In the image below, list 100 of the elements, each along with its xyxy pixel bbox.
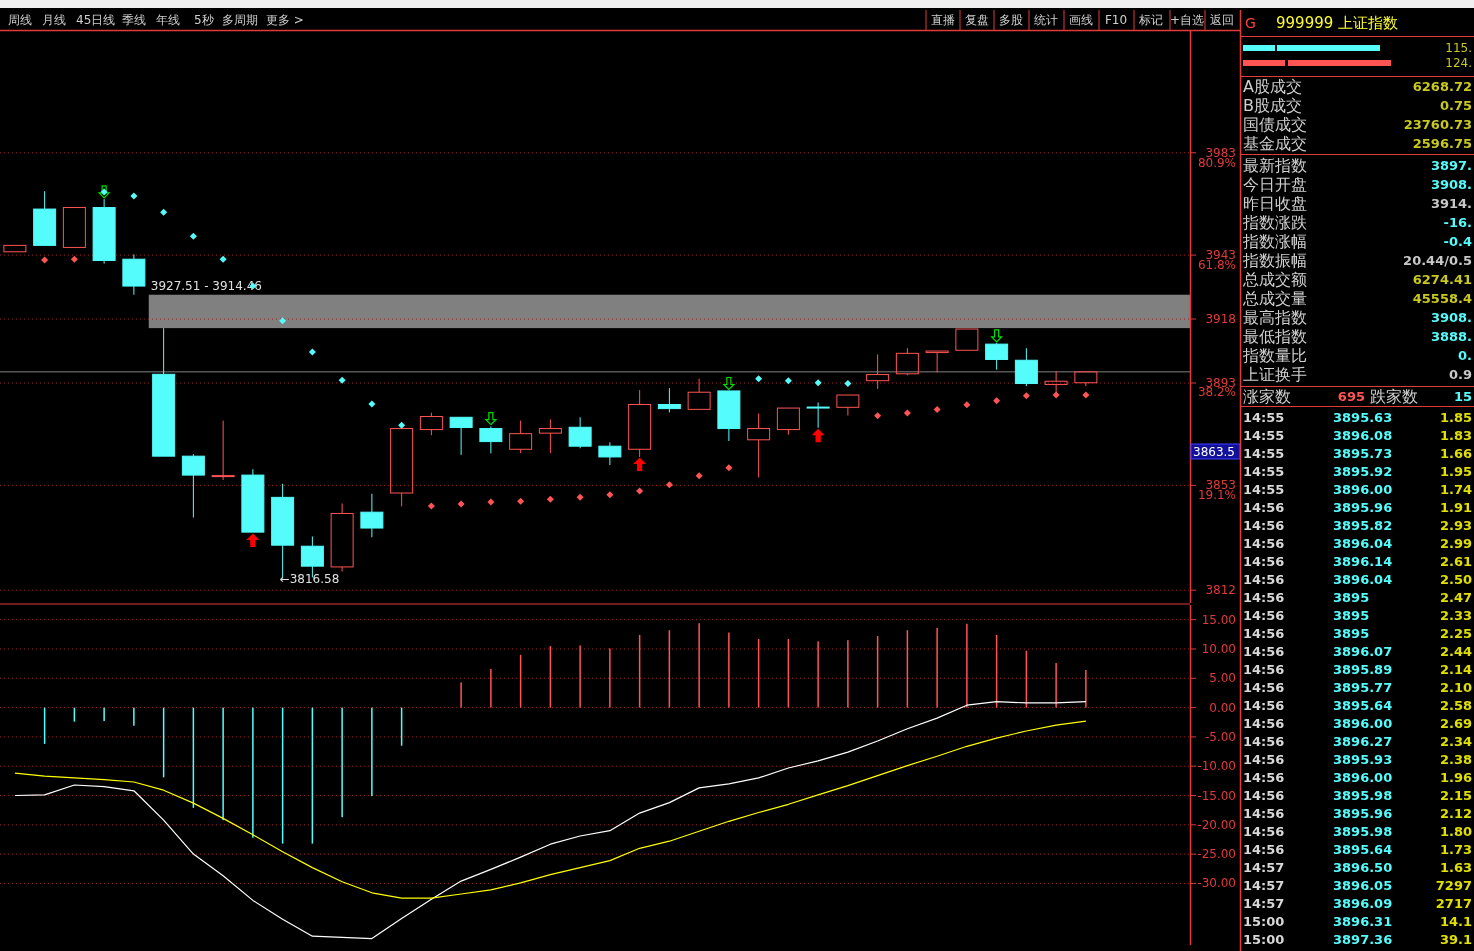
text: 14:56 [1243, 680, 1285, 695]
text: 999999 上证指数 [1276, 14, 1399, 32]
text: 3895.92 [1333, 464, 1393, 479]
text: 3895.64 [1333, 842, 1393, 857]
text: 45日线 [76, 13, 116, 27]
text: 2.34 [1439, 734, 1472, 749]
text: 2.10 [1439, 680, 1472, 695]
point [130, 192, 138, 200]
text: 指数振幅 [1242, 251, 1307, 270]
text: 更多 > [266, 13, 304, 27]
text: 14:57 [1243, 896, 1285, 911]
text: 3895 [1333, 608, 1370, 623]
y2-tick-label: 61.8% [1197, 258, 1236, 273]
text: 年线 [156, 13, 180, 27]
candlestick [598, 441, 622, 466]
text: G [1245, 15, 1256, 31]
text: 3888. [1430, 329, 1472, 344]
point [723, 376, 735, 391]
point [1022, 392, 1030, 400]
point [844, 380, 852, 388]
text: 124. [1445, 56, 1472, 70]
text: 3896.04 [1333, 536, 1393, 551]
text: 标记 [1138, 13, 1163, 27]
point [160, 208, 168, 216]
point [427, 502, 435, 510]
text: 总成交额 [1242, 270, 1307, 289]
y2-tick-label: 80.9% [1197, 155, 1236, 170]
text: 1.63 [1439, 860, 1472, 875]
point [517, 497, 525, 505]
text: 14.1 [1439, 914, 1472, 929]
text: 3896.05 [1333, 878, 1393, 893]
candlestick [538, 418, 562, 454]
text: F10 [1104, 13, 1128, 27]
text: 国债成交 [1243, 115, 1307, 134]
point [755, 375, 763, 383]
text: 统计 [1034, 13, 1058, 27]
text: 2.99 [1439, 536, 1472, 551]
text: 695 [1337, 389, 1365, 404]
y-tick-label: -10.00 [1197, 759, 1236, 774]
text: -0.4 [1443, 234, 1472, 249]
text: 跌家数 [1370, 387, 1418, 406]
point [991, 329, 1003, 343]
text: 14:56 [1243, 806, 1285, 821]
candlestick [866, 353, 890, 390]
point [874, 412, 882, 420]
text: 最新指数 [1243, 156, 1307, 175]
candlestick [122, 253, 146, 296]
text: 2.15 [1439, 788, 1472, 803]
point [606, 491, 614, 499]
line-series [14, 720, 1087, 899]
text: 2.33 [1439, 608, 1472, 623]
text: 1.83 [1439, 428, 1472, 443]
text: 3895.89 [1333, 662, 1393, 677]
text: 3896.27 [1333, 734, 1393, 749]
text: 14:56 [1243, 788, 1285, 803]
text: 6274.41 [1412, 272, 1472, 287]
point [368, 400, 376, 408]
text: 14:56 [1243, 734, 1285, 749]
y-tick-label: -20.00 [1197, 817, 1236, 832]
text: 1.85 [1439, 410, 1472, 425]
text: 最高指数 [1243, 308, 1307, 327]
text: +自选 [1169, 13, 1205, 27]
text: 7297 [1435, 878, 1472, 893]
text: 3896.00 [1333, 482, 1393, 497]
text: 2.50 [1439, 572, 1472, 587]
text: 3895.82 [1333, 518, 1393, 533]
point [963, 401, 971, 409]
text: 2717 [1435, 896, 1472, 911]
text: 3914. [1430, 196, 1472, 211]
text: 5秒 [194, 13, 214, 27]
text: 14:55 [1243, 428, 1285, 443]
y2-tick-label: 19.1% [1197, 488, 1236, 503]
text: 1.91 [1439, 500, 1472, 515]
candlestick [360, 493, 384, 538]
text: 14:56 [1243, 716, 1285, 731]
text: 14:56 [1243, 554, 1285, 569]
text: 2.25 [1439, 626, 1472, 641]
point [308, 348, 316, 356]
point [665, 481, 673, 489]
candlestick [92, 198, 116, 265]
text: 20.44/0.5 [1403, 253, 1472, 268]
point [485, 411, 497, 426]
point [487, 498, 495, 506]
text: 14:56 [1243, 590, 1285, 605]
point [933, 406, 941, 414]
text: 画线 [1069, 13, 1093, 27]
text: 14:56 [1243, 770, 1285, 785]
text: 14:56 [1243, 752, 1285, 767]
text: 14:55 [1243, 464, 1285, 479]
point [903, 409, 911, 417]
y-tick-label: 5.00 [1209, 671, 1236, 686]
text: 14:56 [1243, 518, 1285, 533]
text: 指数量比 [1242, 346, 1307, 365]
y-tick-label: 3918 [1205, 312, 1236, 327]
text: 0.9 [1448, 367, 1472, 382]
point [814, 379, 822, 387]
text: 3895.96 [1333, 806, 1393, 821]
text: 1.95 [1439, 464, 1472, 479]
text: 2.61 [1439, 554, 1472, 569]
candlestick [211, 420, 235, 481]
